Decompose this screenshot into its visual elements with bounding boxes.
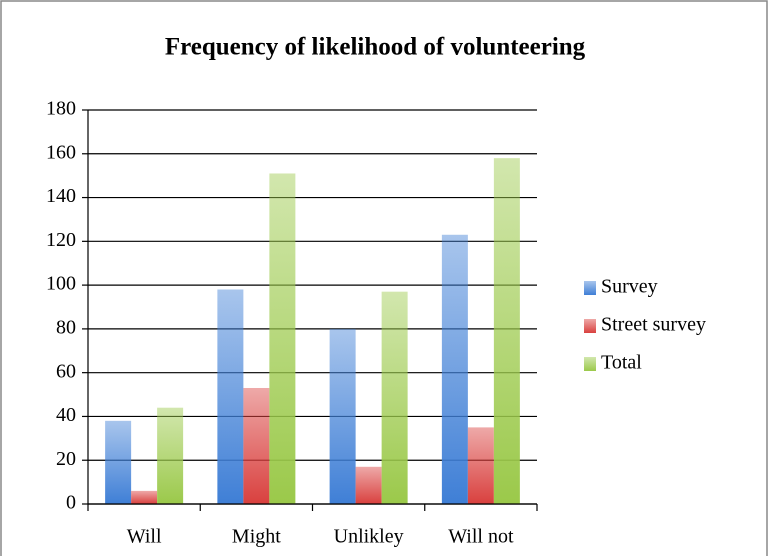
legend-label: Survey: [601, 276, 658, 298]
bar: [131, 490, 158, 504]
y-tick-label: 20: [56, 448, 76, 470]
legend-label: Street survey: [601, 314, 706, 336]
bar: [269, 173, 296, 504]
y-tick-label: 0: [66, 492, 76, 514]
y-tick-label: 60: [56, 360, 76, 382]
bar: [105, 420, 132, 504]
y-tick-label: 40: [56, 404, 76, 426]
x-tick-label: Will not: [448, 526, 514, 548]
y-tick-label: 100: [46, 273, 76, 295]
y-tick-label: 140: [46, 185, 76, 207]
legend-swatch: [584, 281, 596, 295]
y-tick-label: 160: [46, 141, 76, 163]
bar: [493, 158, 520, 504]
x-tick-label: Will: [127, 526, 162, 548]
bar: [217, 289, 244, 504]
legend-label: Total: [601, 352, 642, 374]
bar: [467, 427, 494, 504]
chart-title: Frequency of likelihood of volunteering: [165, 34, 586, 61]
bar: [381, 291, 408, 504]
x-tick-label: Might: [232, 526, 281, 548]
bar: [329, 328, 356, 504]
legend-swatch: [584, 319, 596, 333]
y-tick-label: 180: [46, 98, 76, 120]
bar: [441, 234, 468, 504]
y-tick-label: 120: [46, 229, 76, 251]
x-tick-label: Unlikley: [334, 526, 404, 548]
bar: [157, 407, 184, 504]
legend-swatch: [584, 357, 596, 371]
bar: [243, 387, 270, 504]
y-tick-label: 80: [56, 316, 76, 338]
bar: [355, 466, 382, 504]
